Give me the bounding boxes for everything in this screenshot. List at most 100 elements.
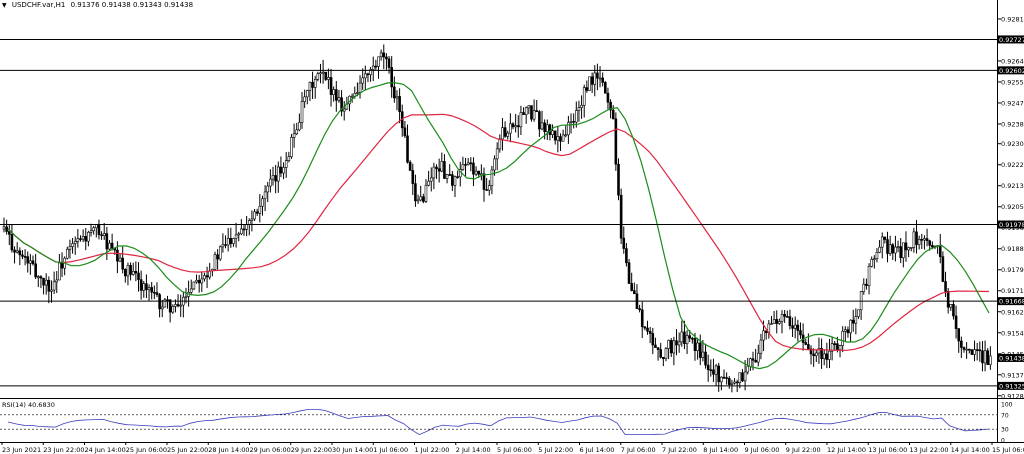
level-price-label: 0.92727	[999, 36, 1024, 44]
candle-body	[118, 257, 122, 262]
candle-body	[21, 254, 24, 257]
candle-body	[414, 183, 417, 202]
candle-body	[443, 161, 446, 179]
candle-body	[398, 96, 401, 113]
candle-body	[664, 348, 668, 359]
candle-body	[730, 382, 734, 385]
candle-body	[899, 246, 902, 259]
candle-body	[622, 237, 626, 249]
candle-body	[606, 92, 610, 103]
candle-body	[841, 330, 844, 346]
candle-body	[683, 331, 686, 345]
candle-body	[756, 352, 760, 363]
candle-body	[102, 233, 106, 236]
x-tick-label: 25 Jun 22:00	[167, 446, 208, 454]
candle-body	[799, 330, 802, 336]
candle-body	[55, 279, 59, 283]
candle-body	[817, 348, 821, 354]
candle-body	[770, 323, 773, 325]
candle-body	[234, 234, 238, 239]
candle-body	[582, 87, 586, 106]
x-tick-label: 25 Jun 06:00	[126, 446, 167, 454]
ma-fast-line	[7, 82, 990, 370]
candle-body	[224, 244, 227, 246]
candle-body	[516, 125, 520, 128]
candle-body	[656, 347, 660, 350]
candle-body	[139, 279, 143, 291]
candle-body	[952, 304, 955, 317]
candle-body	[659, 349, 662, 358]
candle-body	[820, 348, 823, 360]
candle-body	[329, 77, 333, 96]
current-price-tag	[998, 353, 1024, 362]
candle-body	[453, 176, 457, 186]
candle-body	[920, 238, 924, 241]
candle-body	[47, 279, 51, 292]
candle-body	[495, 148, 499, 160]
candle-body	[92, 227, 95, 232]
level-price-label: 0.91325	[999, 382, 1024, 390]
candle-body	[490, 169, 494, 186]
candle-body	[485, 189, 488, 191]
candle-body	[580, 104, 583, 108]
candle-body	[340, 97, 343, 112]
collapse-triangle-icon[interactable]: ▼	[2, 2, 7, 9]
candle-body	[369, 69, 372, 75]
candle-body	[812, 353, 815, 357]
x-tick-label: 1 Jul 06:00	[373, 446, 408, 454]
candle-body	[759, 339, 763, 354]
x-tick-label: 12 Jul 14:00	[827, 446, 866, 454]
candle-body	[762, 330, 765, 341]
candle-body	[691, 337, 694, 340]
candle-body	[237, 233, 241, 236]
candle-body	[643, 326, 647, 329]
candle-body	[440, 161, 444, 172]
candle-body	[29, 260, 32, 264]
candle-body	[598, 77, 602, 80]
candle-body	[311, 81, 314, 88]
candle-body	[854, 316, 858, 324]
candle-body	[938, 245, 942, 257]
candle-body	[662, 356, 665, 359]
candle-body	[2, 226, 6, 230]
candle-body	[350, 95, 354, 98]
time-axis: 23 Jun 2021 23 Jun 22:00 24 Jun 14:00 25 Ju…	[1, 442, 1024, 454]
x-tick-label: 14 Jul 14:00	[951, 446, 990, 454]
candle-body	[474, 170, 478, 175]
candle-body	[42, 277, 45, 286]
candle-body	[205, 275, 209, 278]
candle-body	[337, 97, 341, 101]
candle-body	[611, 109, 615, 120]
candle-body	[68, 246, 72, 250]
x-tick-label: 6 Jul 14:00	[580, 446, 615, 454]
candle-body	[717, 365, 721, 383]
x-tick-label: 7 Jul 06:00	[621, 446, 656, 454]
candle-body	[648, 331, 652, 334]
candle-body	[807, 344, 810, 350]
candle-body	[986, 350, 990, 365]
rsi-axis-label: 30	[1001, 427, 1009, 434]
candle-body	[590, 76, 594, 85]
candle-body	[429, 177, 433, 182]
candle-body	[915, 231, 918, 245]
candle-body	[364, 73, 367, 79]
candle-body	[804, 342, 808, 345]
candle-body	[461, 164, 465, 170]
candle-body	[456, 176, 459, 178]
candle-body	[34, 263, 37, 278]
x-tick-label: 29 Jun 06:00	[250, 446, 291, 454]
candle-body	[527, 105, 531, 109]
candle-body	[393, 86, 396, 99]
candle-body	[232, 238, 235, 244]
candle-body	[743, 371, 747, 382]
candle-body	[981, 350, 984, 364]
candle-body	[36, 276, 40, 278]
candle-body	[374, 65, 378, 68]
candle-body	[445, 174, 449, 179]
candle-body	[880, 236, 884, 248]
candle-body	[284, 160, 288, 168]
candle-body	[524, 107, 528, 115]
candle-body	[10, 233, 14, 251]
candle-body	[543, 122, 546, 133]
